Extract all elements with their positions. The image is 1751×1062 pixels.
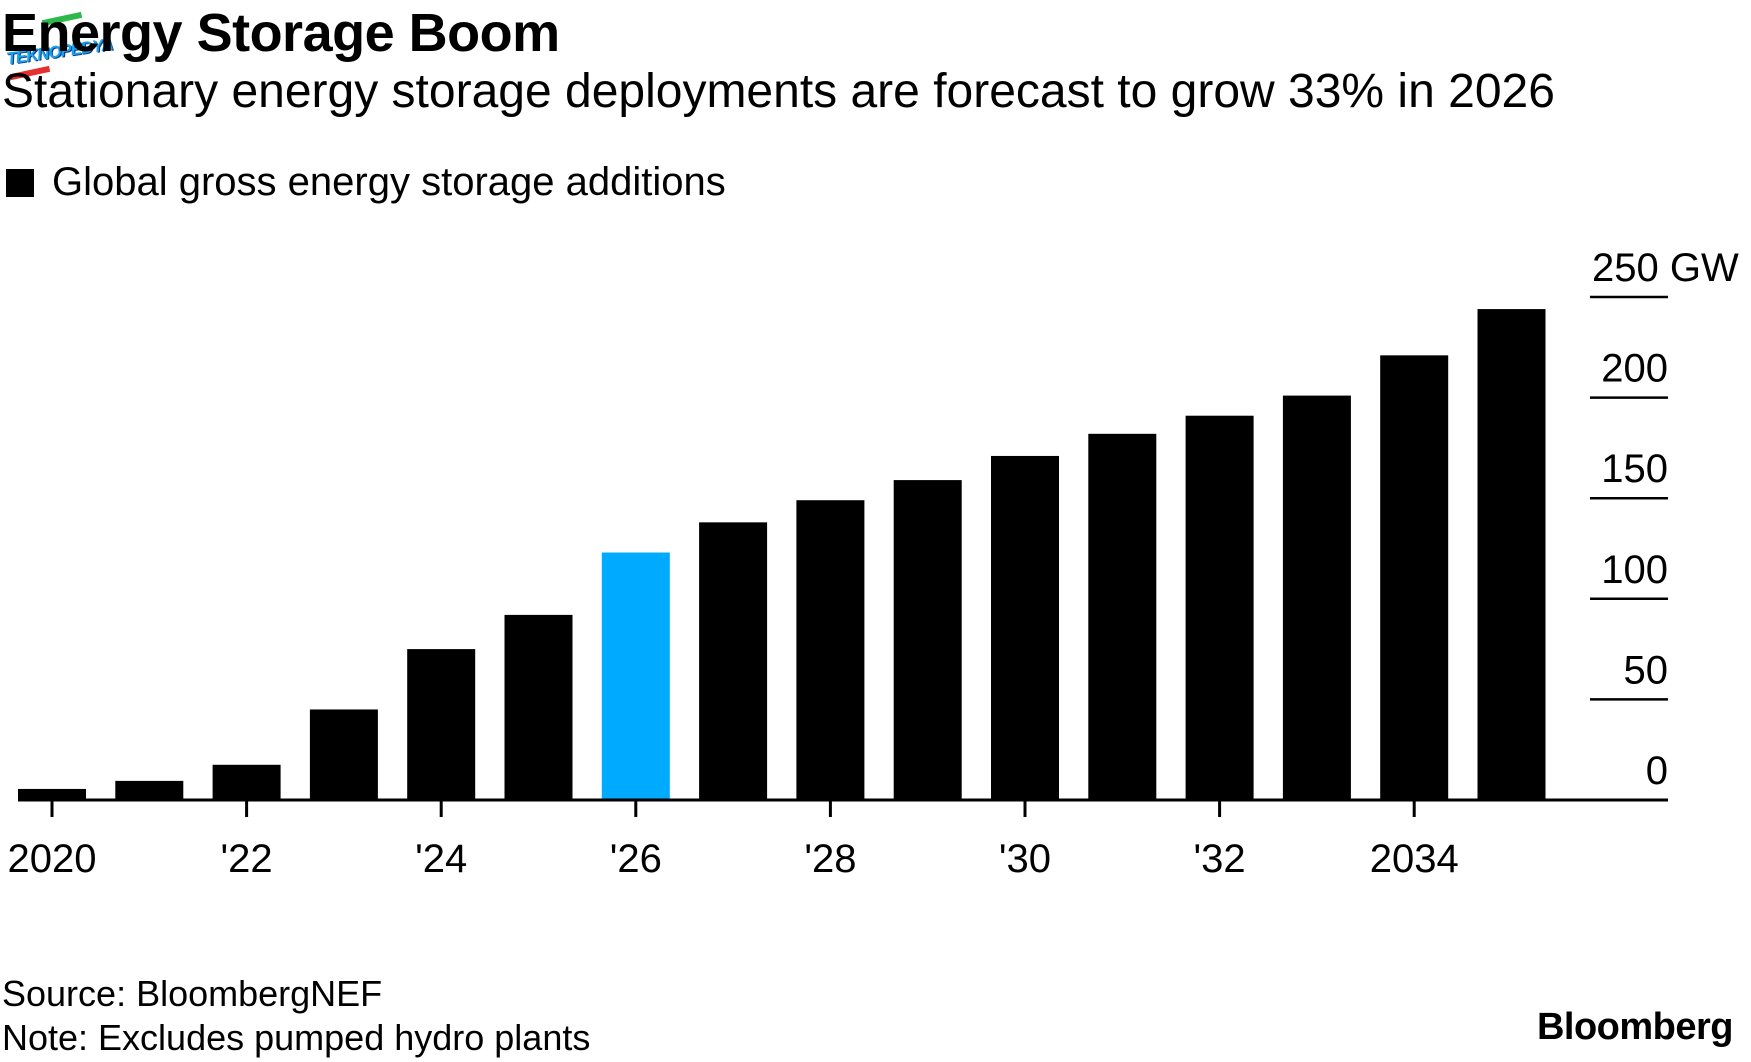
x-tick-label-2028: '28 xyxy=(804,837,856,881)
x-tick-label-2034: 2034 xyxy=(1370,837,1459,881)
x-tick-label-2026: '26 xyxy=(610,837,662,881)
bar-2022 xyxy=(212,764,281,800)
legend-swatch xyxy=(6,168,34,197)
y-tick-label-200: 200 xyxy=(1601,347,1668,391)
bar-2024 xyxy=(407,649,476,800)
y-tick-label-100: 100 xyxy=(1601,548,1668,592)
bar-2027 xyxy=(699,522,768,800)
bar-2028 xyxy=(796,500,865,800)
bar-2034 xyxy=(1380,355,1449,800)
bar-2021 xyxy=(115,780,184,800)
x-tick-label-2032: '32 xyxy=(1194,837,1246,881)
note-text: Note: Excludes pumped hydro plants xyxy=(2,1017,591,1058)
source-note: Source: BloombergNEF Note: Excludes pump… xyxy=(2,972,590,1060)
y-tick-label-250: 250 GW xyxy=(1592,246,1739,290)
x-tick-label-2024: '24 xyxy=(415,837,467,881)
chart-title: Energy Storage Boom xyxy=(2,3,560,63)
bloomberg-logo: Bloomberg xyxy=(1536,1006,1734,1048)
source-text: Source: BloombergNEF xyxy=(2,973,383,1014)
legend: Global gross energy storage additions xyxy=(6,160,726,205)
x-tick-label-2020: 2020 xyxy=(8,837,97,881)
bar-2029 xyxy=(893,480,962,800)
bar-2020 xyxy=(18,788,86,800)
x-tick-label-2022: '22 xyxy=(221,837,273,881)
bar-2031 xyxy=(1088,433,1157,800)
bar-2023 xyxy=(309,709,378,800)
bar-2030 xyxy=(991,455,1059,800)
bar-2033 xyxy=(1282,395,1351,800)
bars-group xyxy=(18,309,1546,800)
x-tick-label-2030: '30 xyxy=(999,837,1051,881)
legend-label: Global gross energy storage additions xyxy=(52,160,726,204)
bar-2026 xyxy=(601,552,670,800)
bar-2035 xyxy=(1477,309,1546,800)
y-tick-label-0: 0 xyxy=(1646,749,1668,793)
y-tick-label-50: 50 xyxy=(1624,648,1669,692)
chart-subtitle: Stationary energy storage deployments ar… xyxy=(2,65,1555,118)
bar-2025 xyxy=(504,614,573,800)
bar-2032 xyxy=(1185,415,1254,800)
x-axis: 2020 '22 '24 '26 '28 '30 '32 2034 xyxy=(8,798,1668,881)
y-tick-label-150: 150 xyxy=(1601,447,1668,491)
y-axis: 0 50 100 150 200 250 GW xyxy=(1590,246,1739,793)
